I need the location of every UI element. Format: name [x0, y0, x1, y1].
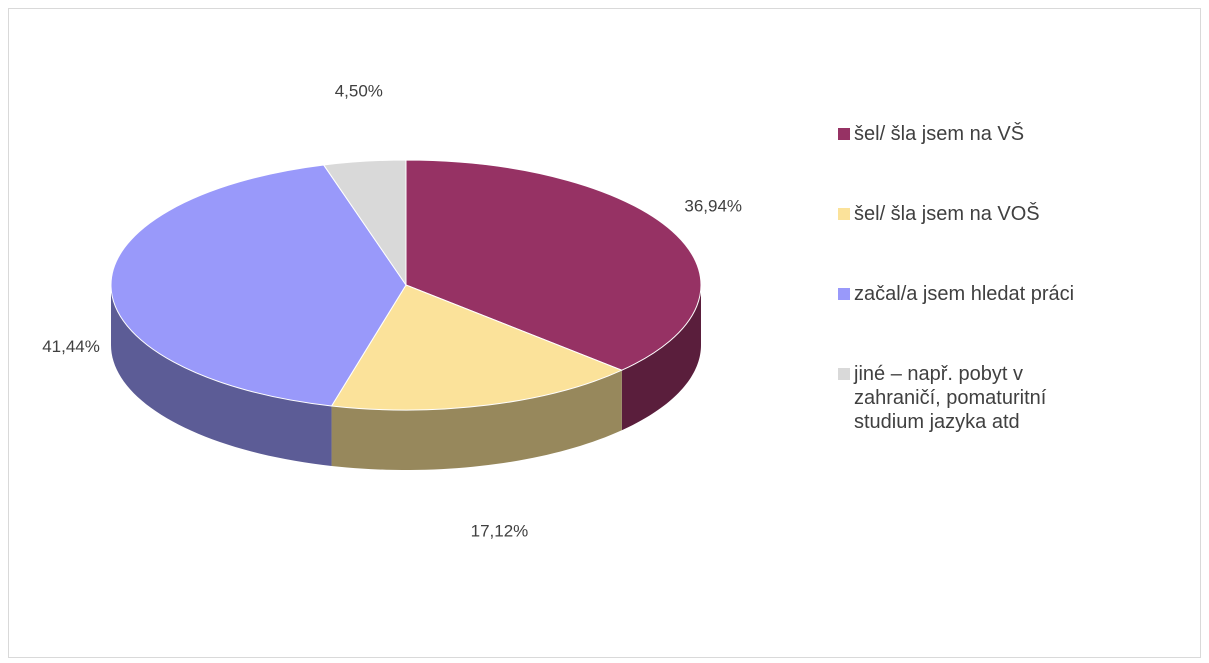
- legend: šel/ šla jsem na VŠ šel/ šla jsem na VOŠ z…: [838, 122, 1138, 490]
- pie-slice: [110, 164, 407, 407]
- legend-item: začal/a jsem hledat práci: [838, 282, 1138, 306]
- legend-item: šel/ šla jsem na VOŠ: [838, 202, 1138, 226]
- legend-label: šel/ šla jsem na VŠ: [854, 123, 1025, 145]
- legend-label: jiné – např. pobyt v zahraničí, pomaturi…: [854, 363, 1047, 433]
- pie-side: [621, 285, 701, 431]
- legend-swatch: [838, 368, 850, 380]
- legend-label: začal/a jsem hledat práci: [854, 283, 1075, 305]
- pie-slice: [405, 159, 702, 371]
- data-label: 4,50%: [335, 81, 383, 100]
- pie-slice: [322, 159, 407, 287]
- data-label: 36,94%: [684, 197, 742, 216]
- pie-side: [111, 285, 332, 466]
- pie-side: [331, 370, 622, 470]
- legend-item: jiné – např. pobyt v zahraničí, pomaturi…: [838, 362, 1138, 434]
- data-label: 17,12%: [471, 522, 529, 541]
- legend-swatch: [838, 128, 850, 140]
- legend-swatch: [838, 208, 850, 220]
- pie-slice: [330, 284, 624, 411]
- chart-frame: [8, 8, 1201, 658]
- legend-swatch: [838, 288, 850, 300]
- legend-item: šel/ šla jsem na VŠ: [838, 122, 1138, 146]
- legend-label: šel/ šla jsem na VOŠ: [854, 203, 1040, 225]
- data-label: 41,44%: [42, 337, 100, 356]
